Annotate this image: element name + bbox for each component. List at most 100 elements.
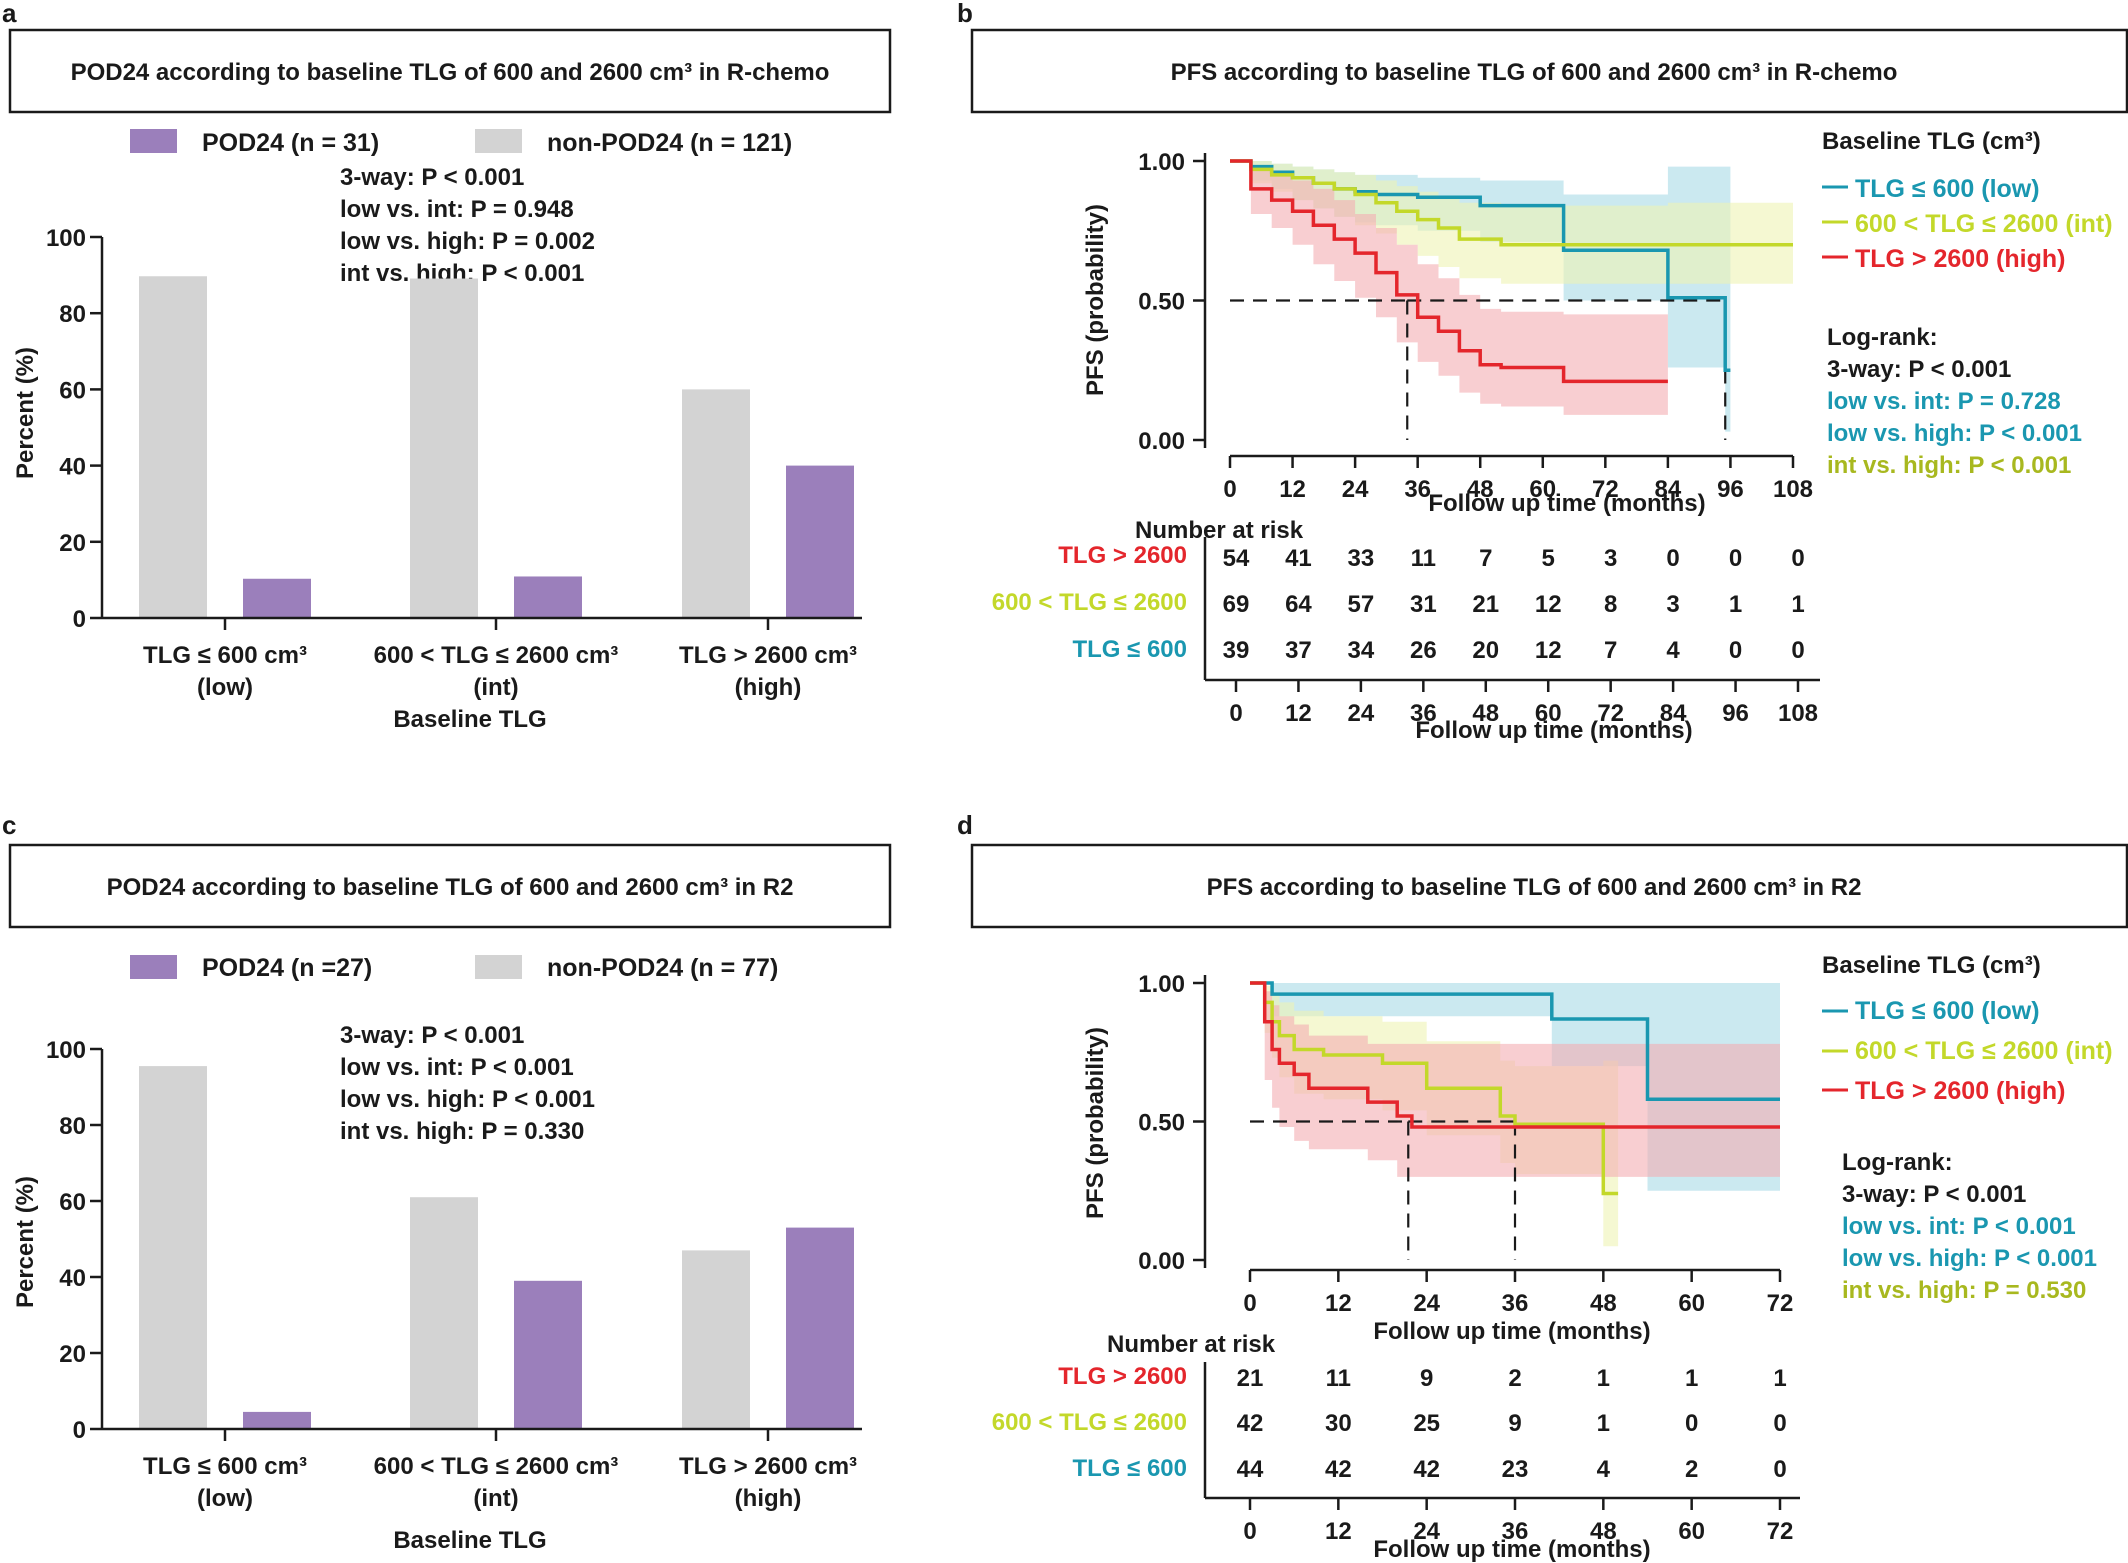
logrank-line: low vs. int: P = 0.728	[1827, 388, 2061, 415]
y-tick-label: 20	[59, 1341, 86, 1368]
non-pod24-bar	[410, 278, 478, 618]
risk-count: 2	[1508, 1365, 1521, 1392]
pod24-bar	[786, 1227, 854, 1429]
panel-c-x-label: Baseline TLG	[393, 1527, 546, 1554]
panel-c-y-label: Percent (%)	[12, 1176, 39, 1308]
km-legend-low: TLG ≤ 600 (low)	[1855, 175, 2040, 203]
panel-b-km-plot: 0.00 0.50 1.00 0 12 24 36 48 60 72 84 96 108	[1138, 149, 1813, 503]
risk-count: 1	[1729, 591, 1742, 618]
panel-c-letter: c	[2, 810, 16, 840]
risk-x-tick-label: 0	[1243, 1518, 1256, 1545]
risk-count: 4	[1666, 637, 1680, 664]
group-sublabel: (high)	[735, 674, 802, 701]
pod24-legend-swatch	[130, 955, 177, 979]
panel-a-letter: a	[2, 0, 17, 28]
group-sublabel: (int)	[473, 674, 518, 701]
y-tick-label: 80	[59, 1113, 86, 1140]
logrank-line: low vs. high: P < 0.001	[1827, 420, 2082, 447]
risk-count: 0	[1666, 545, 1679, 572]
x-tick-label: 12	[1279, 476, 1306, 503]
risk-table-x-label: Follow up time (months)	[1415, 717, 1692, 744]
risk-x-tick-label: 108	[1778, 700, 1818, 727]
y-tick-label: 0.00	[1138, 428, 1185, 455]
risk-count: 0	[1729, 545, 1742, 572]
y-tick-label: 80	[59, 301, 86, 328]
risk-count: 37	[1285, 637, 1312, 664]
risk-count: 26	[1410, 637, 1437, 664]
x-tick-label: 0	[1243, 1290, 1256, 1317]
risk-count: 7	[1479, 545, 1492, 572]
risk-x-tick-label: 60	[1678, 1518, 1705, 1545]
risk-count: 41	[1285, 545, 1312, 572]
y-tick-label: 0	[73, 1417, 86, 1444]
risk-count: 42	[1325, 1456, 1352, 1483]
group-label: TLG > 2600 cm³	[679, 1453, 857, 1480]
non-pod24-legend-label: non-POD24 (n = 121)	[547, 129, 792, 157]
panel-c-title: POD24 according to baseline TLG of 600 a…	[107, 874, 794, 901]
risk-count: 30	[1325, 1410, 1352, 1437]
risk-count: 1	[1773, 1365, 1786, 1392]
group-sublabel: (high)	[735, 1485, 802, 1512]
panel-a: a POD24 according to baseline TLG of 600…	[2, 0, 892, 733]
non-pod24-bar	[139, 1066, 207, 1429]
panel-d-x-label: Follow up time (months)	[1373, 1318, 1650, 1345]
y-tick-label: 1.00	[1138, 149, 1185, 176]
risk-label-int: 600 < TLG ≤ 2600	[992, 1409, 1187, 1436]
risk-count: 9	[1420, 1365, 1433, 1392]
risk-count: 21	[1237, 1365, 1264, 1392]
risk-label-low: TLG ≤ 600	[1072, 636, 1187, 663]
confidence-band-high	[1230, 161, 1668, 415]
risk-count: 4	[1597, 1456, 1611, 1483]
risk-x-tick-label: 24	[1348, 700, 1375, 727]
y-tick-label: 60	[59, 377, 86, 404]
group-label: TLG ≤ 600 cm³	[143, 1453, 307, 1480]
risk-x-tick-label: 72	[1597, 700, 1624, 727]
risk-count: 8	[1604, 591, 1617, 618]
risk-count: 69	[1223, 591, 1250, 618]
risk-x-tick-label: 36	[1502, 1518, 1529, 1545]
x-tick-label: 72	[1592, 476, 1619, 503]
non-pod24-bar	[682, 1250, 750, 1429]
risk-count: 44	[1237, 1456, 1264, 1483]
risk-count: 20	[1472, 637, 1499, 664]
risk-label-high: TLG > 2600	[1058, 542, 1187, 569]
pod24-legend-swatch	[130, 129, 177, 153]
survival-curve-int	[1230, 159, 1793, 247]
group-sublabel: (int)	[473, 1485, 518, 1512]
risk-count: 7	[1604, 637, 1617, 664]
non-pod24-legend-swatch	[475, 955, 522, 979]
risk-x-tick-label: 36	[1410, 700, 1437, 727]
non-pod24-bar	[682, 389, 750, 618]
stat-line: low vs. int: P = 0.948	[340, 196, 574, 223]
panel-a-title: POD24 according to baseline TLG of 600 a…	[71, 59, 830, 86]
risk-count: 57	[1348, 591, 1375, 618]
group-sublabel: (low)	[197, 674, 253, 701]
risk-count: 34	[1348, 637, 1375, 664]
risk-count: 0	[1791, 545, 1804, 572]
pod24-bar	[243, 578, 311, 618]
risk-count: 12	[1535, 591, 1562, 618]
risk-label-low: TLG ≤ 600	[1072, 1455, 1187, 1482]
risk-count: 3	[1666, 591, 1679, 618]
risk-x-tick-label: 12	[1325, 1518, 1352, 1545]
x-tick-label: 84	[1655, 476, 1682, 503]
panel-a-title-box	[8, 28, 892, 114]
panel-b-risk-table: 54 41 33 11 7 5 3 0 0 069 64 57 31 21 12 8 3 1 139 37 34 26 20…	[1223, 545, 1818, 727]
logrank-title: Log-rank:	[1827, 324, 1938, 351]
km-legend-int: 600 < TLG ≤ 2600 (int)	[1855, 210, 2113, 238]
non-pod24-legend-swatch	[475, 129, 522, 153]
risk-count: 39	[1223, 637, 1250, 664]
x-tick-label: 96	[1717, 476, 1744, 503]
km-legend-low: TLG ≤ 600 (low)	[1855, 997, 2040, 1025]
panel-c-y-axis: 0 20 40 60 80 100	[46, 1037, 104, 1444]
non-pod24-bar	[139, 276, 207, 618]
km-legend-high: TLG > 2600 (high)	[1855, 1077, 2065, 1105]
pod24-bar	[514, 576, 582, 618]
panel-b-y-label: PFS (probability)	[1082, 204, 1109, 396]
y-tick-label: 100	[46, 225, 86, 252]
risk-count: 1	[1685, 1365, 1698, 1392]
survival-curve-low	[1250, 981, 1780, 1102]
pod24-bar	[243, 1411, 311, 1429]
x-tick-label: 36	[1404, 476, 1431, 503]
panel-d-title: PFS according to baseline TLG of 600 and…	[1207, 874, 1862, 901]
